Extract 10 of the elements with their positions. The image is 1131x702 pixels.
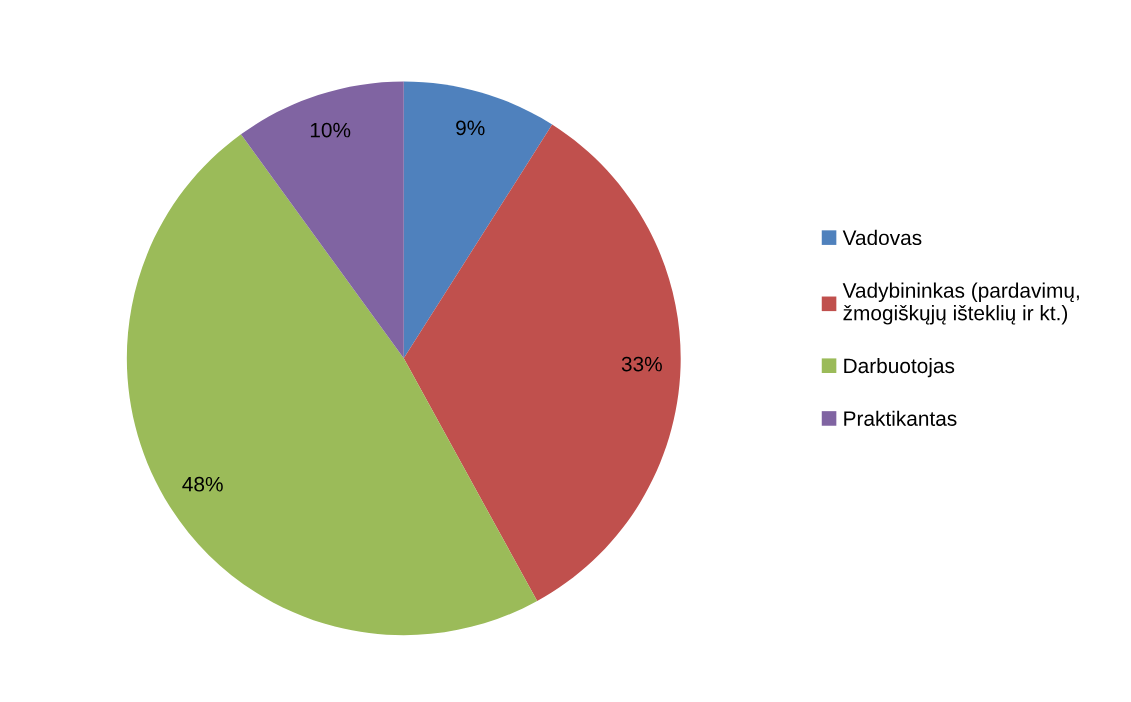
legend-label: Praktikantas <box>844 410 957 426</box>
data-label: 9% <box>456 120 485 136</box>
data-label: 10% <box>310 122 351 138</box>
pie-slice <box>240 81 404 359</box>
legend-label: Vadybininkas (pardavimų, žmogiškųjų išteklių ir kt.) <box>842 282 1079 325</box>
data-label: 33% <box>621 356 662 372</box>
pie-slice <box>403 81 553 359</box>
legend-label: Vadovas <box>842 229 922 246</box>
legend-label: Darbuotojas <box>844 357 955 378</box>
data-label: 48% <box>182 476 223 492</box>
